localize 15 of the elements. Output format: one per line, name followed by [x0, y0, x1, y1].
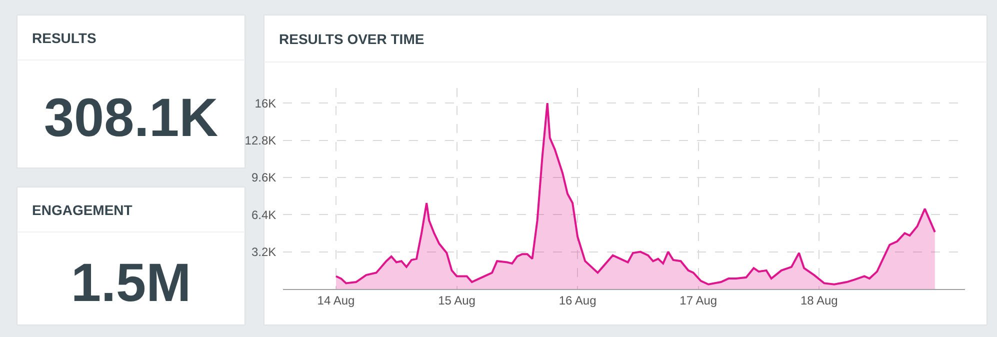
x-tick-label: 15 Aug [438, 293, 476, 308]
text: 308.1K [44, 88, 218, 148]
x-tick-label: 14 Aug [317, 293, 355, 308]
y-tick-label: 9.6K [251, 170, 276, 185]
y-tick-label: 16K [254, 96, 276, 110]
text: ENGAGEMENT [32, 202, 133, 218]
x-tick-label: 17 Aug [680, 293, 718, 308]
y-tick-label: 6.4K [251, 208, 276, 222]
chart-title: RESULTS OVER TIME [279, 31, 424, 47]
x-tick-label: 18 Aug [800, 293, 838, 308]
x-tick-label: 16 Aug [558, 293, 596, 308]
y-tick-label: 3.2K [251, 245, 276, 260]
text: RESULTS [32, 30, 96, 46]
text: 1.5M [71, 253, 192, 313]
y-tick-label: 12.8K [244, 133, 276, 148]
